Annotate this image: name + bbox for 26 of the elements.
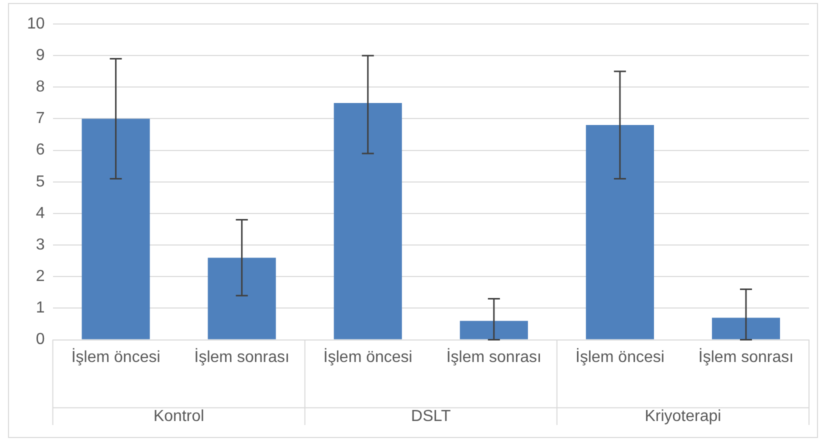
y-tick-label: 2: [36, 268, 45, 286]
bar: [586, 125, 654, 340]
y-tick-label: 6: [36, 142, 45, 159]
x-tick-label: İşlem öncesi: [71, 348, 160, 366]
y-tick-label: 1: [36, 300, 45, 317]
text: Kriyoterapi: [644, 408, 722, 425]
y-tick-label: 4: [36, 204, 45, 222]
y-tick-label: 7: [36, 110, 45, 128]
bar: [460, 320, 528, 340]
y-tick-label: 8: [36, 78, 45, 96]
x-tick-label: İşlem öncesi: [323, 348, 412, 366]
bar: [712, 318, 780, 340]
x-tick-label: İşlem sonrası: [194, 348, 290, 366]
x-tick-label: İşlem öncesi: [575, 348, 664, 366]
y-tick-label: 10: [27, 15, 45, 32]
y-tick-label: 3: [36, 236, 45, 254]
y-tick-label: 9: [36, 46, 45, 64]
y-tick-label: 0: [36, 331, 45, 348]
x-tick-label: İşlem sonrası: [446, 348, 542, 366]
x-tick-label: İşlem sonrası: [698, 348, 794, 366]
bar: [82, 118, 150, 340]
bar: [208, 258, 276, 340]
bar: [334, 102, 402, 340]
text: DSLT: [411, 408, 451, 425]
y-tick-label: 5: [36, 173, 45, 190]
text: Kontrol: [153, 408, 204, 425]
